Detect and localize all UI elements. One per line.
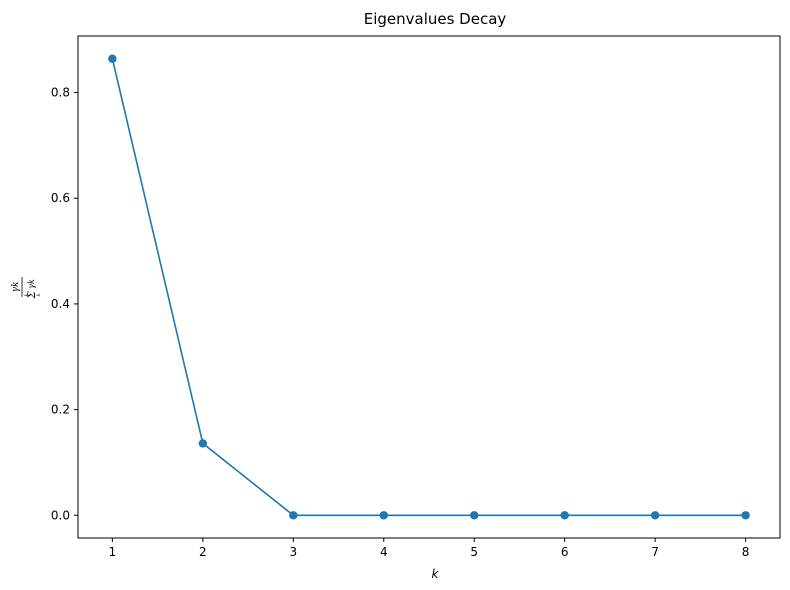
data-point: [741, 511, 750, 520]
y-label-sigma: Σ: [27, 291, 38, 300]
data-point: [650, 511, 660, 520]
x-tick-label: 8: [742, 545, 750, 559]
y-tick-label: 0.8: [51, 86, 70, 100]
x-axis-ticks: 1 2 3 4 5 6 7 8: [109, 538, 750, 559]
y-tick-label: 0.6: [51, 191, 70, 205]
y-label-sum-lower: k: [36, 293, 42, 296]
x-tick-label: 2: [199, 545, 207, 559]
y-tick-label: 0.0: [51, 508, 70, 522]
y-axis-ticks: 0.0 0.2 0.4 0.6 0.8: [51, 86, 78, 522]
y-tick-label: 0.4: [51, 297, 70, 311]
plot-area-frame: [77, 35, 781, 539]
y-label-numerator: γk: [11, 282, 21, 293]
data-point: [108, 54, 117, 63]
chart-title: Eigenvalues Decay: [364, 10, 507, 28]
series-layer: [108, 54, 750, 520]
x-tick-label: 6: [561, 545, 569, 559]
x-tick-label: 5: [470, 545, 478, 559]
y-label-term: γk: [27, 279, 36, 289]
x-axis-label: k: [432, 567, 440, 581]
y-label-sum-upper: k: [24, 293, 30, 296]
series-line: [111, 58, 746, 517]
x-tick-label: 3: [289, 545, 297, 559]
y-axis-label: γk k Σ k γk: [11, 277, 42, 300]
data-point: [379, 511, 388, 520]
data-point: [560, 511, 569, 520]
data-point: [470, 511, 479, 520]
data-point: [289, 511, 298, 520]
y-tick-label: 0.2: [51, 403, 70, 417]
x-tick-label: 7: [651, 545, 659, 559]
x-tick-label: 4: [380, 545, 388, 559]
data-point: [198, 439, 208, 448]
x-tick-label: 1: [109, 545, 117, 559]
